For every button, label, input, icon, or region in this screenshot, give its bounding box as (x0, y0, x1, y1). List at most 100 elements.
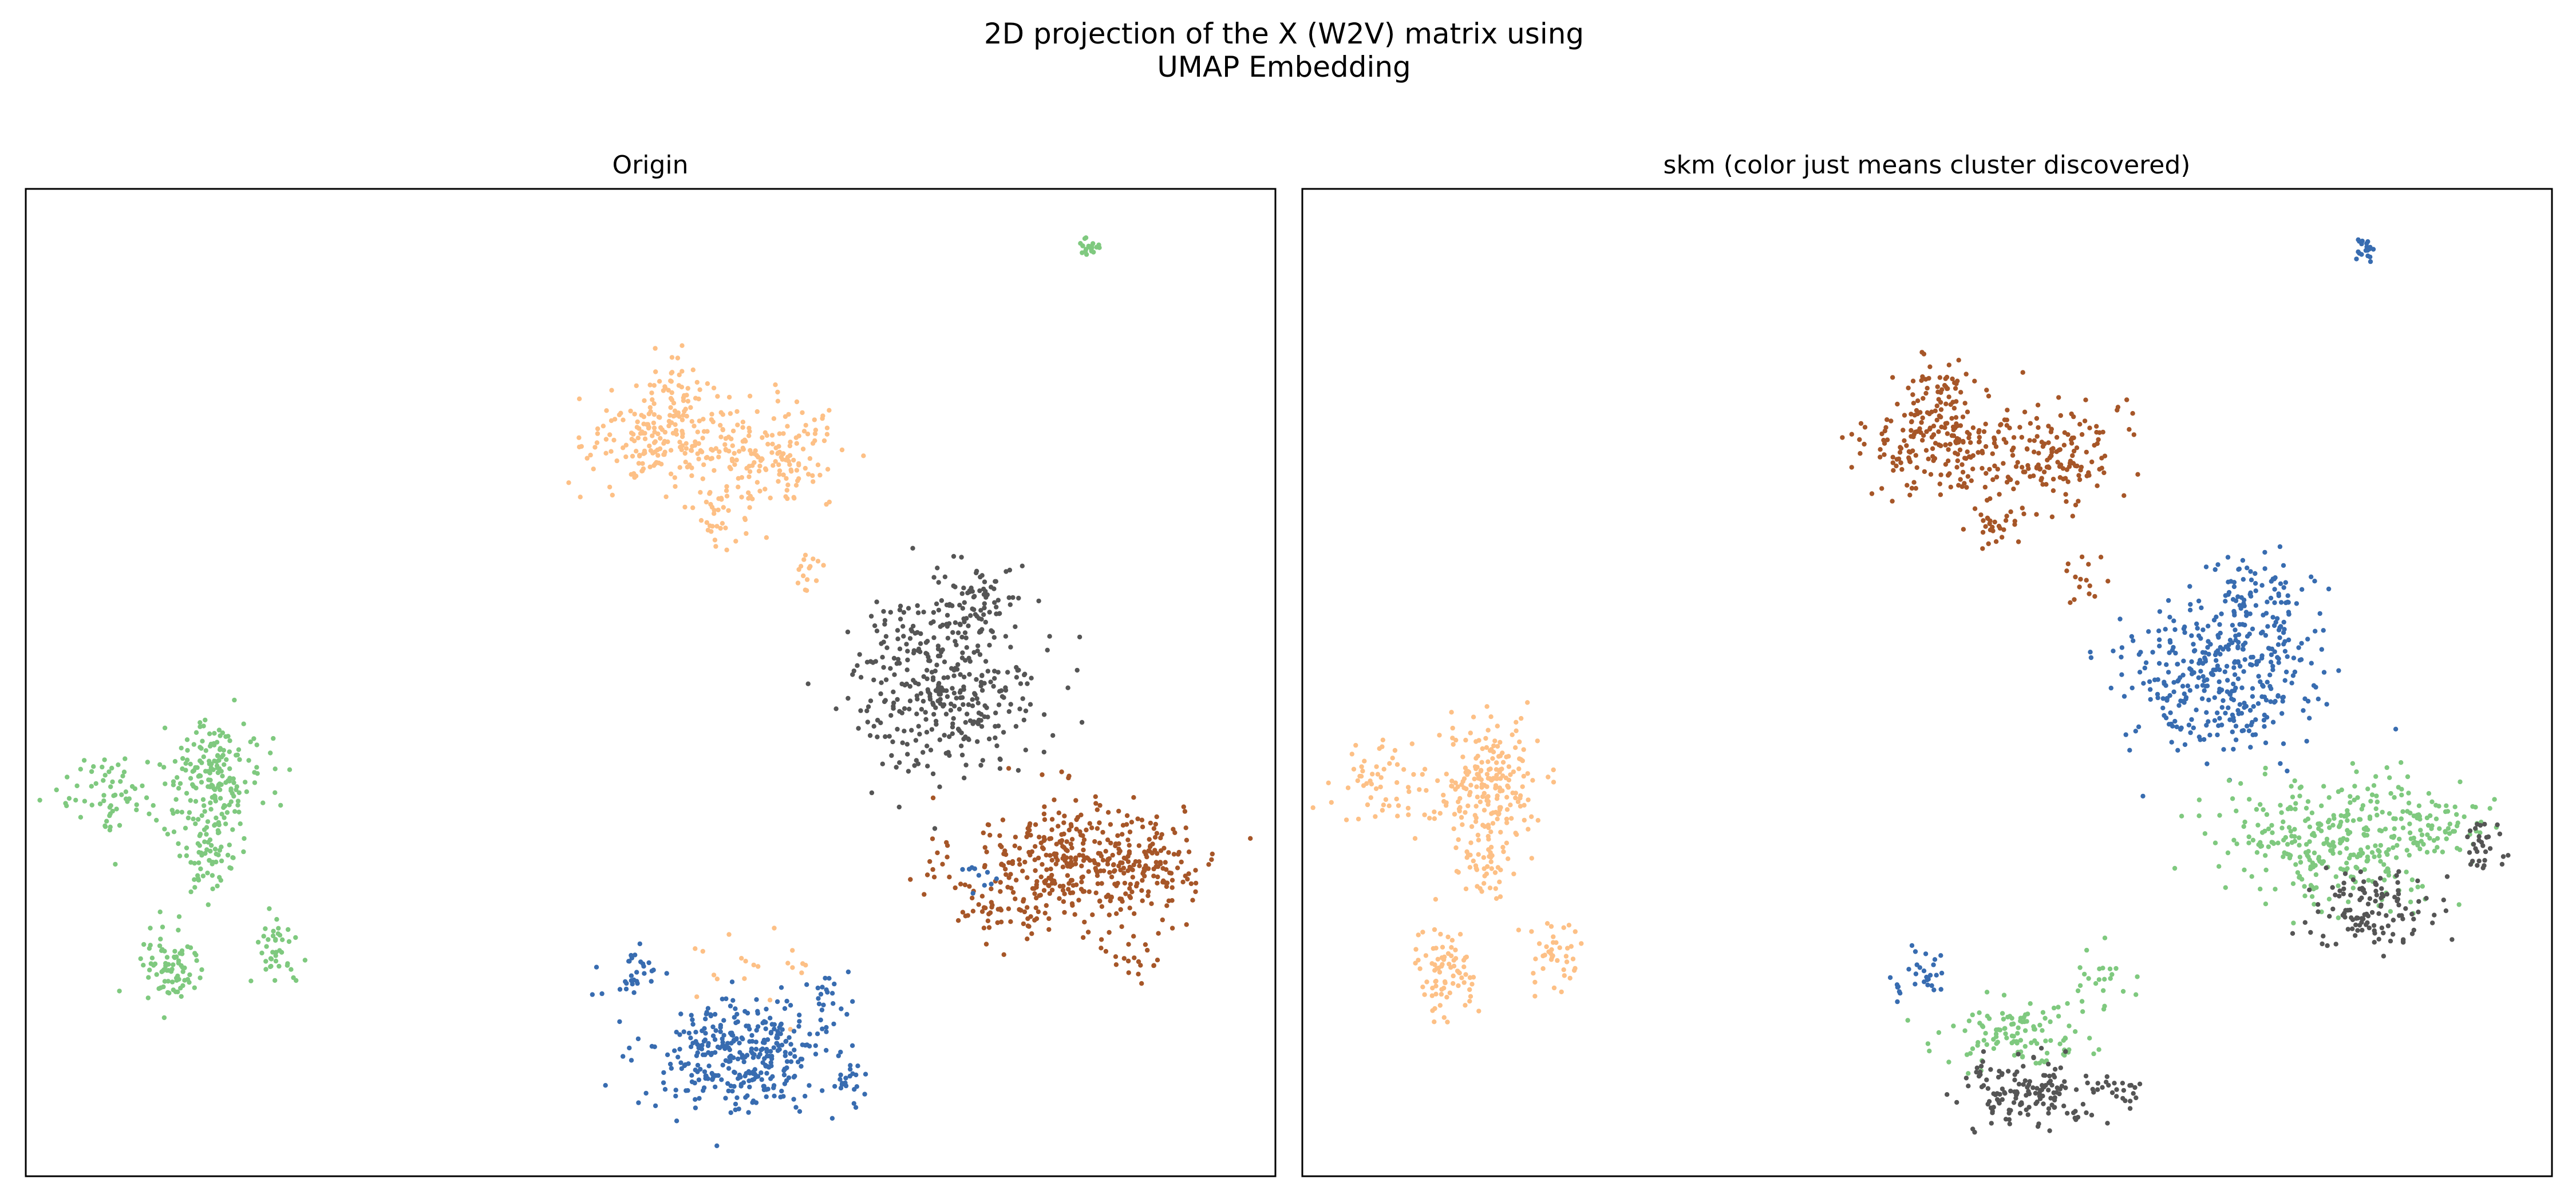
scatter-point (2108, 685, 2113, 691)
scatter-point (728, 1003, 733, 1009)
scatter-point (2455, 845, 2460, 851)
scatter-point (894, 661, 900, 666)
scatter-point (689, 1079, 695, 1085)
scatter-point (2445, 826, 2451, 831)
scatter-point (865, 719, 871, 725)
scatter-point (1049, 827, 1054, 832)
scatter-point (2002, 1091, 2008, 1096)
scatter-point (195, 765, 200, 770)
scatter-point (1025, 936, 1030, 942)
scatter-point (2025, 463, 2030, 468)
scatter-point (2131, 1091, 2136, 1096)
scatter-point (2279, 825, 2285, 831)
scatter-point (1003, 569, 1009, 574)
scatter-point (1518, 804, 1523, 809)
scatter-point (1927, 1049, 1932, 1054)
scatter-point (145, 760, 150, 765)
scatter-point (227, 843, 232, 848)
scatter-point (1149, 851, 1155, 856)
scatter-point (1479, 760, 1484, 765)
scatter-point (2022, 409, 2028, 414)
scatter-point (2336, 668, 2341, 673)
scatter-point (923, 710, 928, 715)
scatter-point (1193, 880, 1199, 886)
scatter-point (2195, 626, 2200, 631)
scatter-point (1890, 499, 1895, 504)
scatter-point (1463, 737, 1468, 743)
scatter-point (2395, 880, 2400, 885)
scatter-point (637, 426, 642, 431)
scatter-point (768, 495, 773, 501)
scatter-point (2320, 941, 2325, 947)
scatter-point (1065, 873, 1070, 878)
scatter-point (650, 433, 655, 438)
scatter-point (2475, 849, 2480, 855)
scatter-point (1479, 768, 1484, 773)
scatter-point (1898, 991, 1903, 996)
scatter-point (1911, 401, 1917, 406)
scatter-point (682, 393, 687, 398)
scatter-point (987, 910, 993, 915)
scatter-point (851, 1101, 857, 1106)
scatter-point (854, 1084, 860, 1089)
scatter-point (1108, 840, 1113, 846)
scatter-point (1936, 1030, 1942, 1035)
scatter-point (1100, 857, 1106, 863)
scatter-point (2182, 630, 2187, 635)
scatter-point (2292, 827, 2297, 832)
scatter-point (200, 873, 206, 879)
scatter-point (800, 410, 805, 416)
scatter-point (251, 736, 256, 741)
scatter-point (2428, 813, 2433, 819)
scatter-point (2021, 469, 2026, 475)
scatter-point (218, 746, 223, 751)
scatter-point (2311, 831, 2316, 836)
scatter-point (1518, 796, 1523, 801)
scatter-point (824, 1047, 829, 1053)
scatter-point (760, 1046, 765, 1051)
scatter-point (2013, 1096, 2018, 1101)
scatter-point (2181, 658, 2186, 664)
scatter-point (2020, 1054, 2025, 1059)
scatter-point (2084, 1110, 2089, 1116)
scatter-point (753, 1046, 759, 1052)
scatter-point (764, 1049, 769, 1054)
scatter-point (2321, 934, 2326, 939)
scatter-point (286, 939, 292, 944)
scatter-point (1107, 870, 1112, 875)
scatter-point (2304, 805, 2309, 811)
scatter-point (2373, 888, 2379, 894)
scatter-point (869, 790, 875, 796)
scatter-point (939, 685, 945, 690)
scatter-point (176, 976, 181, 982)
scatter-point (880, 655, 885, 660)
scatter-point (640, 461, 645, 466)
scatter-point (2433, 816, 2439, 821)
scatter-point (2096, 437, 2101, 442)
scatter-point (607, 432, 613, 437)
scatter-point (1937, 481, 1942, 487)
scatter-point (1451, 973, 1456, 979)
scatter-point (1909, 412, 1914, 417)
scatter-point (2387, 811, 2392, 816)
scatter-point (768, 1049, 773, 1054)
scatter-point (2278, 581, 2283, 586)
scatter-point (635, 980, 640, 986)
scatter-point (644, 422, 650, 427)
scatter-point (2437, 826, 2442, 831)
scatter-point (1994, 1097, 2000, 1102)
scatter-point (1905, 483, 1910, 488)
scatter-point (2204, 710, 2209, 715)
scatter-point (2217, 813, 2222, 818)
scatter-point (934, 662, 939, 668)
scatter-point (2372, 940, 2377, 945)
scatter-point (2057, 1086, 2063, 1092)
scatter-point (1119, 924, 1124, 930)
scatter-point (1481, 855, 1487, 860)
scatter-point (646, 412, 651, 417)
scatter-point (2256, 674, 2261, 679)
scatter-point (113, 861, 118, 867)
scatter-point (1469, 982, 1475, 987)
scatter-point (733, 1101, 738, 1107)
scatter-point (1497, 769, 1502, 775)
